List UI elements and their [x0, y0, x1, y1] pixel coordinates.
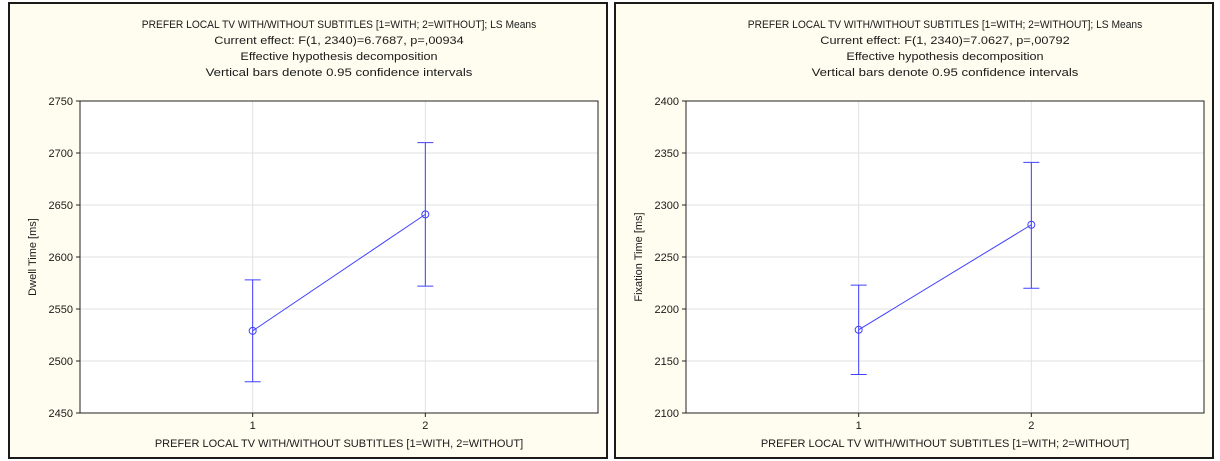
mean-point	[854, 325, 863, 334]
y-tick-label: 2150	[655, 356, 679, 368]
x-axis-label: PREFER LOCAL TV WITH/WITHOUT SUBTITLES […	[155, 438, 523, 450]
chart-panel-fixation-time: PREFER LOCAL TV WITH/WITHOUT SUBTITLES […	[614, 2, 1214, 459]
x-tick-label: 1	[856, 420, 862, 432]
y-tick-label: 2250	[655, 252, 679, 264]
chart-title-line: Vertical bars denote 0.95 confidence int…	[206, 67, 473, 79]
y-tick-label: 2600	[49, 252, 73, 264]
x-tick-label: 2	[1028, 420, 1034, 432]
x-tick-label: 2	[422, 420, 428, 432]
y-tick-label: 2300	[655, 200, 679, 212]
y-tick-label: 2450	[49, 408, 73, 420]
mean-line	[858, 224, 1032, 331]
y-tick-label: 2550	[49, 304, 73, 316]
chart-title-line: Effective hypothesis decomposition	[240, 51, 437, 63]
fixation-time-chart: PREFER LOCAL TV WITH/WITHOUT SUBTITLES […	[633, 19, 1205, 450]
mean-point	[248, 326, 257, 335]
x-axis-label: PREFER LOCAL TV WITH/WITHOUT SUBTITLES […	[761, 438, 1129, 450]
chart-panel-dwell-time: PREFER LOCAL TV WITH/WITHOUT SUBTITLES […	[8, 2, 608, 459]
y-tick-label: 2350	[655, 148, 679, 160]
chart-title-line: Effective hypothesis decomposition	[846, 51, 1043, 63]
chart-title-line: Current effect: F(1, 2340)=6.7687, p=,00…	[214, 35, 463, 47]
y-tick-label: 2750	[49, 96, 73, 108]
chart-title-line: Current effect: F(1, 2340)=7.0627, p=,00…	[820, 35, 1069, 47]
plot-border	[685, 100, 1205, 414]
chart-title-line: PREFER LOCAL TV WITH/WITHOUT SUBTITLES […	[748, 19, 1143, 31]
y-tick-label: 2400	[655, 96, 679, 108]
plot-border	[79, 100, 599, 414]
y-axis-label: Fixation Time [ms]	[633, 212, 645, 301]
chart-title-line: Vertical bars denote 0.95 confidence int…	[812, 67, 1079, 79]
mean-point	[1027, 220, 1036, 229]
y-axis-label: Dwell Time [ms]	[27, 218, 39, 296]
mean-point	[421, 210, 430, 219]
chart-title-line: PREFER LOCAL TV WITH/WITHOUT SUBTITLES […	[142, 19, 537, 31]
y-tick-label: 2200	[655, 304, 679, 316]
mean-line	[252, 213, 426, 332]
y-tick-label: 2700	[49, 148, 73, 160]
dwell-time-chart: PREFER LOCAL TV WITH/WITHOUT SUBTITLES […	[27, 19, 599, 450]
x-tick-label: 1	[250, 420, 256, 432]
y-tick-label: 2500	[49, 356, 73, 368]
y-tick-label: 2100	[655, 408, 679, 420]
y-tick-label: 2650	[49, 200, 73, 212]
